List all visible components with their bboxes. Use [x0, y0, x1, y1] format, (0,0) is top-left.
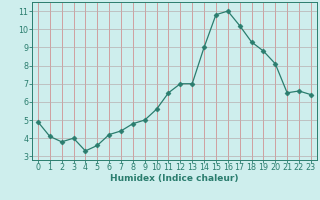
X-axis label: Humidex (Indice chaleur): Humidex (Indice chaleur)	[110, 174, 239, 183]
